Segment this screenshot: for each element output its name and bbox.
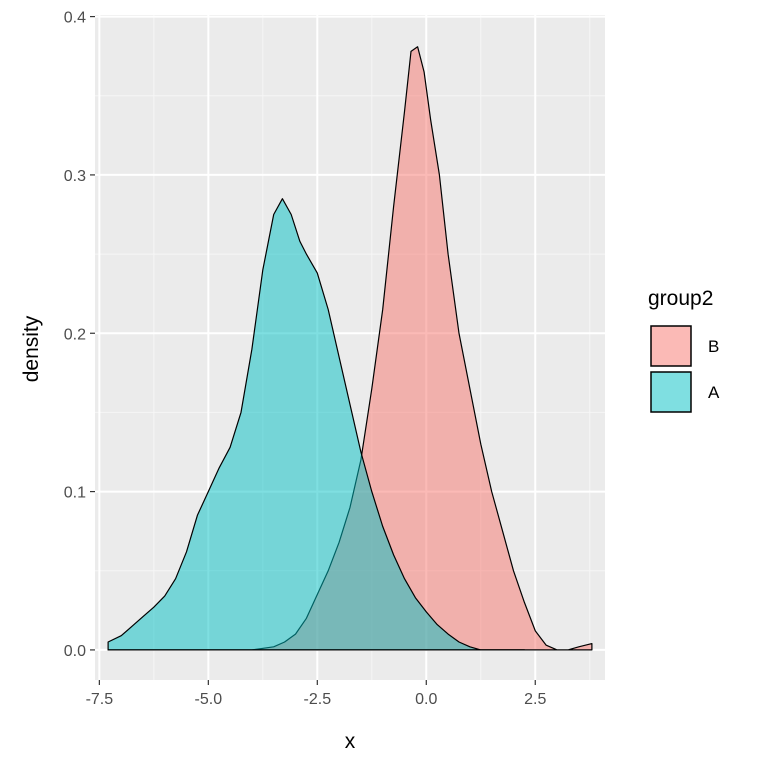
x-tick-label: -7.5 bbox=[86, 691, 114, 708]
density-area-A bbox=[107, 198, 525, 651]
y-tick-label: 0.2 bbox=[64, 326, 86, 343]
y-axis: 0.0 0.1 0.2 0.3 0.4 bbox=[64, 10, 95, 660]
y-tick-label: 0.4 bbox=[64, 10, 86, 27]
x-axis: -7.5 -5.0 -2.5 0.0 2.5 bbox=[86, 680, 546, 708]
x-axis-title: x bbox=[345, 730, 356, 753]
legend-label-A: A bbox=[708, 383, 720, 402]
density-areas bbox=[107, 46, 593, 651]
y-axis-title: density bbox=[20, 315, 43, 382]
x-tick-label: 0.0 bbox=[415, 691, 437, 708]
legend-title: group2 bbox=[648, 287, 713, 310]
x-tick-label: -2.5 bbox=[304, 691, 332, 708]
x-tick-label: -5.0 bbox=[195, 691, 223, 708]
x-tick-label: 2.5 bbox=[524, 691, 546, 708]
legend-label-B: B bbox=[708, 337, 719, 356]
y-tick-label: 0.1 bbox=[64, 485, 86, 502]
legend: group2 B A bbox=[648, 287, 720, 413]
y-tick-label: 0.3 bbox=[64, 168, 86, 185]
legend-key-A bbox=[650, 371, 692, 413]
legend-key-B bbox=[650, 325, 692, 367]
y-tick-label: 0.0 bbox=[64, 643, 86, 660]
